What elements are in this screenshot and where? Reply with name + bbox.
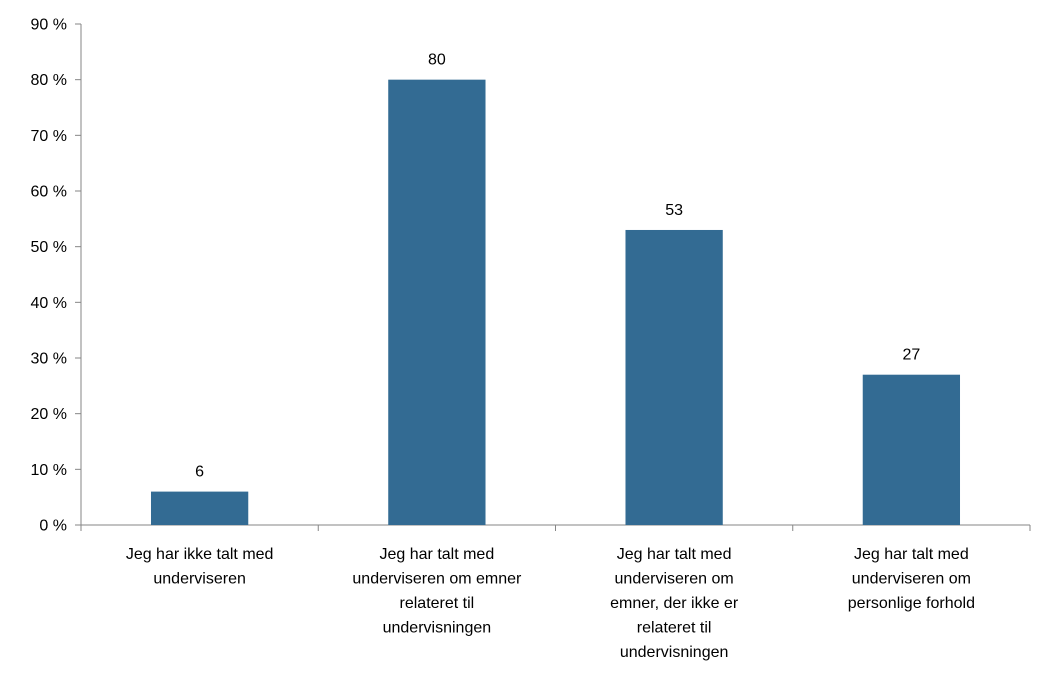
bar	[388, 79, 486, 526]
category-label: Jeg har talt med underviseren om emner rel…	[352, 546, 522, 637]
y-tick-label: 70 %	[31, 128, 67, 145]
bars	[150, 79, 961, 526]
y-tick-label: 10 %	[31, 462, 67, 479]
category-label: Jeg har talt med underviseren om emner, de…	[610, 546, 739, 661]
category-label-line: relateret til	[400, 595, 475, 612]
category-label-line: underviseren	[153, 571, 246, 588]
category-label-line: relateret til	[637, 620, 712, 637]
category-label-line: underviseren om	[852, 571, 971, 588]
category-label-line: Jeg har talt med	[854, 546, 969, 563]
y-tick-label: 0 %	[39, 518, 67, 535]
category-label-line: emner, der ikke er	[610, 595, 739, 612]
category-label-line: undervisningen	[383, 620, 492, 637]
data-label: 53	[665, 202, 683, 219]
y-tick-label: 30 %	[31, 351, 67, 368]
category-label-line: underviseren om	[615, 571, 734, 588]
category-label-line: Jeg har ikke talt med	[126, 546, 274, 563]
category-label-line: Jeg har talt med	[617, 546, 732, 563]
y-tick-label: 50 %	[31, 239, 67, 256]
category-label-line: personlige forhold	[848, 595, 975, 612]
category-label-line: underviseren om emner	[352, 571, 522, 588]
data-labels: 6 80 53 27	[195, 52, 920, 481]
bar	[625, 229, 723, 525]
data-label: 6	[195, 464, 204, 481]
x-axis	[80, 524, 1031, 531]
y-tick-label: 90 %	[31, 17, 67, 34]
bar	[150, 491, 249, 525]
category-label-line: Jeg har talt med	[380, 546, 495, 563]
category-label: Jeg har talt med underviseren om personlig…	[848, 546, 975, 612]
bar	[862, 374, 961, 525]
category-label: Jeg har ikke talt med underviseren	[126, 546, 274, 588]
y-tick-label: 40 %	[31, 295, 67, 312]
data-label: 80	[428, 52, 446, 69]
y-tick-label: 20 %	[31, 406, 67, 423]
y-tick-label: 80 %	[31, 72, 67, 89]
data-label: 27	[902, 347, 920, 364]
y-axis: 0 % 10 % 20 % 30 % 40 % 50 % 60 % 70 % 80 % 90 %	[31, 17, 82, 535]
y-tick-label: 60 %	[31, 184, 67, 201]
category-label-line: undervisningen	[620, 644, 729, 661]
